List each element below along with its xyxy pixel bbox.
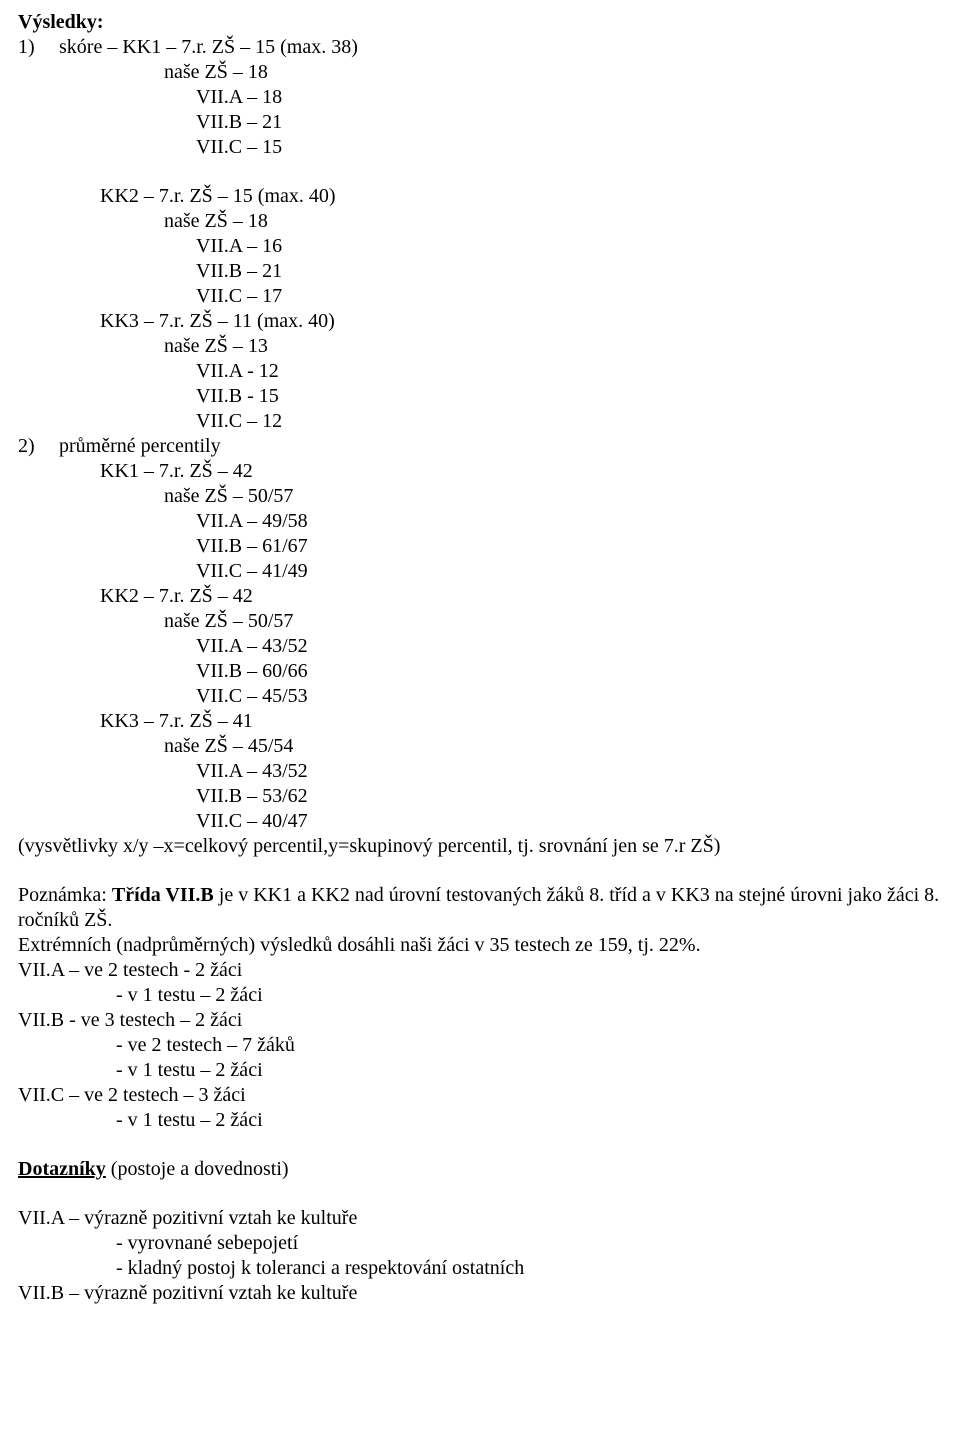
item1-kk3: KK3 – 7.r. ZŠ – 11 (max. 40) (18, 309, 942, 334)
item1-b2: VII.B – 21 (18, 259, 942, 284)
item2-num: 2) (18, 434, 54, 459)
item2-c2: VII.C – 45/53 (18, 684, 942, 709)
dotazniky-rest: (postoje a dovednosti) (106, 1158, 289, 1180)
ex-b1: VII.B - ve 3 testech – 2 žáci (18, 1008, 942, 1033)
att-b1: VII.B – výrazně pozitivní vztah ke kultu… (18, 1281, 942, 1306)
dotazniky-heading: Dotazníky (18, 1158, 106, 1180)
item2-b3: VII.B – 53/62 (18, 784, 942, 809)
ex-c2: - v 1 testu – 2 žáci (18, 1108, 942, 1133)
item2-text: průměrné percentily (59, 435, 221, 457)
item1-c3: VII.C – 12 (18, 409, 942, 434)
ex-b2: - ve 2 testech – 7 žáků (18, 1033, 942, 1058)
poznamka-line1: Poznámka: Třída VII.B je v KK1 a KK2 nad… (18, 883, 942, 933)
item1-text: skóre – KK1 – 7.r. ZŠ – 15 (max. 38) (59, 36, 358, 58)
att-a2: - vyrovnané sebepojetí (18, 1231, 942, 1256)
item2-c3: VII.C – 40/47 (18, 809, 942, 834)
item2-c1: VII.C – 41/49 (18, 559, 942, 584)
item1-nase1: naše ZŠ – 18 (18, 60, 942, 85)
item2-kk1: KK1 – 7.r. ZŠ – 42 (18, 459, 942, 484)
item2-nase3: naše ZŠ – 45/54 (18, 734, 942, 759)
item1-b1: VII.B – 21 (18, 110, 942, 135)
poznamka-bold: Třída VII.B (112, 884, 214, 906)
poznamka-line2: Extrémních (nadprůměrných) výsledků dosá… (18, 933, 942, 958)
item1-nase3: naše ZŠ – 13 (18, 334, 942, 359)
item1-kk2: KK2 – 7.r. ZŠ – 15 (max. 40) (18, 184, 942, 209)
item1-a1: VII.A – 18 (18, 85, 942, 110)
item2-kk2: KK2 – 7.r. ZŠ – 42 (18, 584, 942, 609)
item1-a3: VII.A - 12 (18, 359, 942, 384)
item2-a3: VII.A – 43/52 (18, 759, 942, 784)
ex-a2: - v 1 testu – 2 žáci (18, 983, 942, 1008)
poznamka-label: Poznámka: (18, 884, 112, 906)
ex-a1: VII.A – ve 2 testech - 2 žáci (18, 958, 942, 983)
ex-b3: - v 1 testu – 2 žáci (18, 1058, 942, 1083)
item1-line1: 1) skóre – KK1 – 7.r. ZŠ – 15 (max. 38) (18, 35, 942, 60)
item2-b2: VII.B – 60/66 (18, 659, 942, 684)
heading-vysledky: Výsledky: (18, 10, 942, 35)
item2-nase1: naše ZŠ – 50/57 (18, 484, 942, 509)
ex-c1: VII.C – ve 2 testech – 3 žáci (18, 1083, 942, 1108)
item2-a2: VII.A – 43/52 (18, 634, 942, 659)
item2-a1: VII.A – 49/58 (18, 509, 942, 534)
item1-b3: VII.B - 15 (18, 384, 942, 409)
item2-kk3: KK3 – 7.r. ZŠ – 41 (18, 709, 942, 734)
item1-c1: VII.C – 15 (18, 135, 942, 160)
item2-nase2: naše ZŠ – 50/57 (18, 609, 942, 634)
item1-c2: VII.C – 17 (18, 284, 942, 309)
item1-nase2: naše ZŠ – 18 (18, 209, 942, 234)
att-a1: VII.A – výrazně pozitivní vztah ke kultu… (18, 1206, 942, 1231)
item2-line1: 2) průměrné percentily (18, 434, 942, 459)
item1-a2: VII.A – 16 (18, 234, 942, 259)
legend: (vysvětlivky x/y –x=celkový percentil,y=… (18, 834, 942, 859)
item2-b1: VII.B – 61/67 (18, 534, 942, 559)
att-a3: - kladný postoj k toleranci a respektová… (18, 1256, 942, 1281)
dotazniky-heading-line: Dotazníky (postoje a dovednosti) (18, 1157, 942, 1182)
item1-num: 1) (18, 35, 54, 60)
